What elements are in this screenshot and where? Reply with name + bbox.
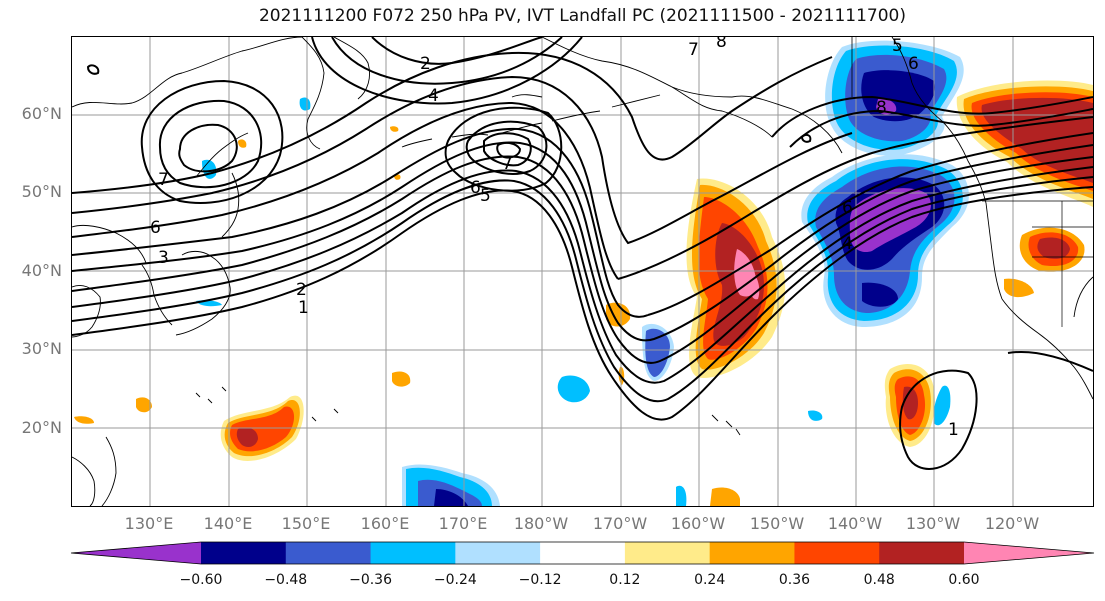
colorbar-outline (70, 541, 1095, 565)
contour-label: 2 (296, 280, 307, 300)
contour-label: 7 (688, 40, 699, 60)
contour-label: 6 (150, 218, 161, 238)
colorbar-tick-label: −0.60 (179, 572, 223, 588)
lat-label: 50°N (21, 182, 62, 201)
colorbar-bin (455, 542, 541, 564)
pv-anomaly-shading (74, 40, 1093, 506)
lon-label: 150°W (749, 514, 805, 533)
contour-label: 5 (892, 37, 903, 56)
lat-label: 60°N (21, 104, 62, 123)
contour-label: 6 (842, 198, 853, 218)
lon-label: 140°E (203, 514, 253, 533)
colorbar-tick-label: −0.12 (518, 572, 562, 588)
contour-label: 1 (948, 420, 959, 440)
colorbar-tick-label: 0.36 (778, 572, 811, 588)
colorbar-tick-label: −0.24 (433, 572, 477, 588)
lat-label: 30°N (21, 339, 62, 358)
contour-label: 5 (480, 186, 491, 206)
colorbar-bin (879, 542, 965, 564)
lat-label: 20°N (21, 418, 62, 437)
contour-label: 7 (158, 170, 169, 190)
lon-label: 120°W (984, 514, 1040, 533)
contour-label: 2 (420, 54, 431, 74)
colorbar-bin (540, 542, 626, 564)
colorbar-bin (285, 542, 372, 564)
contour-label: 1 (298, 298, 309, 318)
lon-label: 140°W (827, 514, 883, 533)
lon-label: 130°E (124, 514, 174, 533)
lon-label: 160°E (360, 514, 410, 533)
lat-label: 40°N (21, 261, 62, 280)
colorbar-extend-low (71, 542, 201, 564)
lon-label: 170°E (438, 514, 488, 533)
lon-label: 150°E (281, 514, 331, 533)
map-canvas: 2 4 6 7 8 5 6 7 1 2 3 5 7 6 8 6 4 1 (72, 37, 1093, 506)
pv-contours (72, 37, 1093, 470)
map-panel: 2 4 6 7 8 5 6 7 1 2 3 5 7 6 8 6 4 1 (71, 36, 1094, 507)
coastlines (72, 37, 1093, 506)
contour-label: 3 (158, 248, 169, 268)
colorbar-bin (624, 542, 711, 564)
lon-label: 170°W (592, 514, 648, 533)
contour-label: 8 (716, 37, 727, 52)
colorbar-tick-label: 0.24 (694, 572, 726, 588)
colorbar (70, 541, 1095, 565)
contour-label: 4 (842, 234, 853, 254)
lon-label: 180°W (513, 514, 569, 533)
contour-label: 6 (908, 54, 919, 74)
colorbar-tick-label: 0.60 (948, 572, 980, 588)
contour-labels: 2 4 6 7 8 5 6 7 1 2 3 5 7 6 8 6 4 1 (150, 37, 959, 440)
colorbar-extend-high (964, 542, 1094, 564)
contour-label: 6 (470, 178, 481, 198)
contour-label: 4 (428, 86, 439, 106)
colorbar-tick-label: −0.48 (264, 572, 308, 588)
lon-label: 160°W (670, 514, 726, 533)
graticule (72, 37, 1093, 506)
contour-label: 7 (502, 154, 513, 174)
colorbar-bin (370, 542, 456, 564)
colorbar-tick-label: 0.12 (609, 572, 641, 588)
colorbar-bin (201, 542, 287, 564)
colorbar-bin (709, 542, 795, 564)
lon-label: 130°W (905, 514, 961, 533)
colorbar-tick-label: −0.36 (349, 572, 392, 588)
contour-label: 8 (876, 98, 887, 118)
colorbar-bin (794, 542, 880, 564)
map-title: 2021111200 F072 250 hPa PV, IVT Landfall… (258, 6, 906, 26)
colorbar-tick-label: 0.48 (863, 572, 895, 588)
